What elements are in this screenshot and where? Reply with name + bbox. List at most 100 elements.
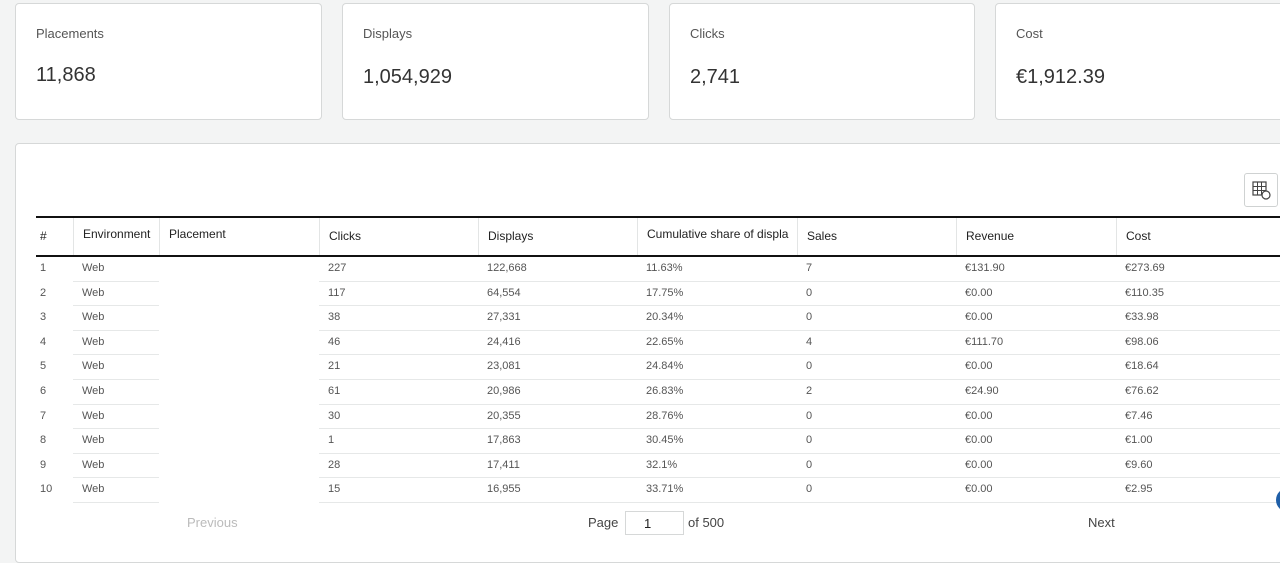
- table-cell: Web: [73, 282, 159, 307]
- column-header: Environment: [73, 218, 159, 255]
- stat-card: Displays 1,054,929: [342, 3, 649, 120]
- table-cell: 17,863: [478, 429, 637, 454]
- table-cell: 16,955: [478, 478, 637, 503]
- row-divider: [319, 354, 1280, 356]
- table-cell: 46: [319, 331, 478, 356]
- table-cell: €110.35: [1116, 282, 1275, 307]
- table-cell: Web: [73, 257, 159, 282]
- table-cell: 3: [40, 311, 47, 324]
- stat-label: Cost: [1016, 26, 1043, 41]
- table-cell: 38: [319, 306, 478, 331]
- next-button[interactable]: Next: [1088, 515, 1115, 530]
- table-cell: 15: [319, 478, 478, 503]
- table-cell: 0: [797, 454, 956, 479]
- table-cell: 2: [40, 286, 47, 299]
- table-cell: 4: [40, 335, 47, 348]
- table-cell: 6: [40, 385, 47, 397]
- column-header: #: [40, 229, 47, 243]
- stat-value: 1,054,929: [363, 66, 452, 88]
- table-cell: Web: [73, 478, 159, 503]
- table-top-rule: [36, 216, 1280, 218]
- column-header: Displays: [478, 218, 637, 255]
- table-cell: 0: [797, 478, 956, 503]
- table-cell: 117: [319, 282, 478, 307]
- table-cell: 0: [797, 355, 956, 380]
- page-label: Page: [588, 515, 619, 530]
- table-cell: €0.00: [956, 454, 1116, 479]
- stat-label: Clicks: [690, 26, 725, 41]
- table-cell: 7: [40, 409, 47, 422]
- table-cell: €2.95: [1116, 478, 1275, 503]
- table-cell: Web: [73, 331, 159, 356]
- row-divider: [319, 403, 1280, 405]
- table-cell: Web: [73, 306, 159, 331]
- table-cell: 21: [319, 355, 478, 380]
- table-cell: €18.64: [1116, 355, 1275, 380]
- column-header: Cost: [1116, 218, 1275, 255]
- column-header: Cumulative share of displa: [637, 218, 797, 255]
- table-cell: 0: [797, 282, 956, 307]
- table-cell: €0.00: [956, 478, 1116, 503]
- table-cell: 20,355: [478, 405, 637, 430]
- table-cell: €7.46: [1116, 405, 1275, 430]
- table-cell: 28.76%: [637, 405, 797, 430]
- table-cell: 9: [40, 458, 47, 471]
- table-cell: 33.71%: [637, 478, 797, 503]
- table-cell: 227: [319, 257, 478, 282]
- table-cell: €273.69: [1116, 257, 1275, 282]
- grid-icon: [1252, 181, 1271, 200]
- previous-button[interactable]: Previous: [187, 515, 238, 530]
- stat-value: 11,868: [36, 64, 96, 86]
- chat-bubble[interactable]: [1276, 488, 1280, 512]
- page-input[interactable]: 1: [625, 511, 684, 535]
- column-header: Clicks: [319, 218, 478, 255]
- stat-card: Cost €1,912.39: [995, 3, 1280, 120]
- table-cell: 10: [40, 483, 53, 496]
- stat-label: Placements: [36, 26, 104, 41]
- table-cell: 122,668: [478, 257, 637, 282]
- page: {"cards": [{"label": "Placements", "valu…: [15, 3, 1280, 563]
- table-cell: 30.45%: [637, 429, 797, 454]
- table-cell: 0: [797, 405, 956, 430]
- table-cell: 24,416: [478, 331, 637, 356]
- table-cell: €0.00: [956, 306, 1116, 331]
- table-cell: €131.90: [956, 257, 1116, 282]
- row-divider: [319, 329, 1280, 331]
- column-settings-button[interactable]: [1244, 173, 1278, 207]
- table-cell: €0.00: [956, 355, 1116, 380]
- table-cell: 64,554: [478, 282, 637, 307]
- table-cell: 61: [319, 380, 478, 405]
- table-cell: 23,081: [478, 355, 637, 380]
- data-table: # Environment Placement Clicks Displays Cumul…: [36, 216, 1280, 503]
- table-cell: 27,331: [478, 306, 637, 331]
- table-cell: 17,411: [478, 454, 637, 479]
- stat-card: Placements 11,868: [15, 3, 322, 120]
- row-divider: [319, 428, 1280, 430]
- table-cell: 20.34%: [637, 306, 797, 331]
- table-cell: 26.83%: [637, 380, 797, 405]
- page-count: of 500: [688, 515, 725, 530]
- table-cell: Web: [73, 454, 159, 479]
- table-cell: 22.65%: [637, 331, 797, 356]
- column-header: Placement: [159, 218, 319, 255]
- stat-card: Clicks 2,741: [669, 3, 975, 120]
- table-cell: Web: [73, 380, 159, 405]
- table-cell: 0: [797, 429, 956, 454]
- row-divider: [319, 477, 1280, 479]
- table-cell: €0.00: [956, 405, 1116, 430]
- table-cell: €24.90: [956, 380, 1116, 405]
- table-cell: 8: [40, 434, 47, 447]
- table-cell: 4: [797, 331, 956, 356]
- table-cell: Web: [73, 355, 159, 380]
- table-cell: €9.60: [1116, 454, 1275, 479]
- column-header: Revenue: [956, 218, 1116, 255]
- row-divider: [319, 452, 1280, 454]
- table-cell: €33.98: [1116, 306, 1275, 331]
- table-cell: 1: [319, 429, 478, 454]
- table-cell: Web: [73, 405, 159, 430]
- stat-value: €1,912.39: [1016, 66, 1105, 88]
- table-cell: €0.00: [956, 282, 1116, 307]
- table-cell: 32.1%: [637, 454, 797, 479]
- table-cell: €111.70: [956, 331, 1116, 356]
- table-cell: 11.63%: [637, 257, 797, 282]
